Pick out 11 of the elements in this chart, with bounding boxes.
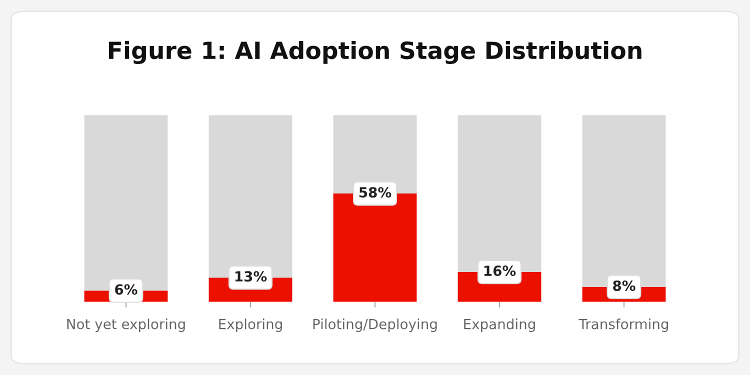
x-tick-label: Transforming bbox=[578, 318, 668, 332]
x-tick-label: Expanding bbox=[464, 318, 535, 332]
x-tick-label: Piloting/Deploying bbox=[313, 318, 437, 332]
x-tick-label: Exploring bbox=[219, 318, 282, 332]
data-label: 16% bbox=[484, 266, 516, 276]
data-label: 8% bbox=[613, 280, 636, 291]
chart-title: Figure 1: AI Adoption Stage Distribution bbox=[108, 40, 642, 64]
data-label: 13% bbox=[235, 271, 267, 282]
x-tick-label: Not yet exploring bbox=[67, 318, 185, 332]
data-label: 6% bbox=[115, 284, 138, 295]
data-label: 58% bbox=[359, 187, 392, 198]
